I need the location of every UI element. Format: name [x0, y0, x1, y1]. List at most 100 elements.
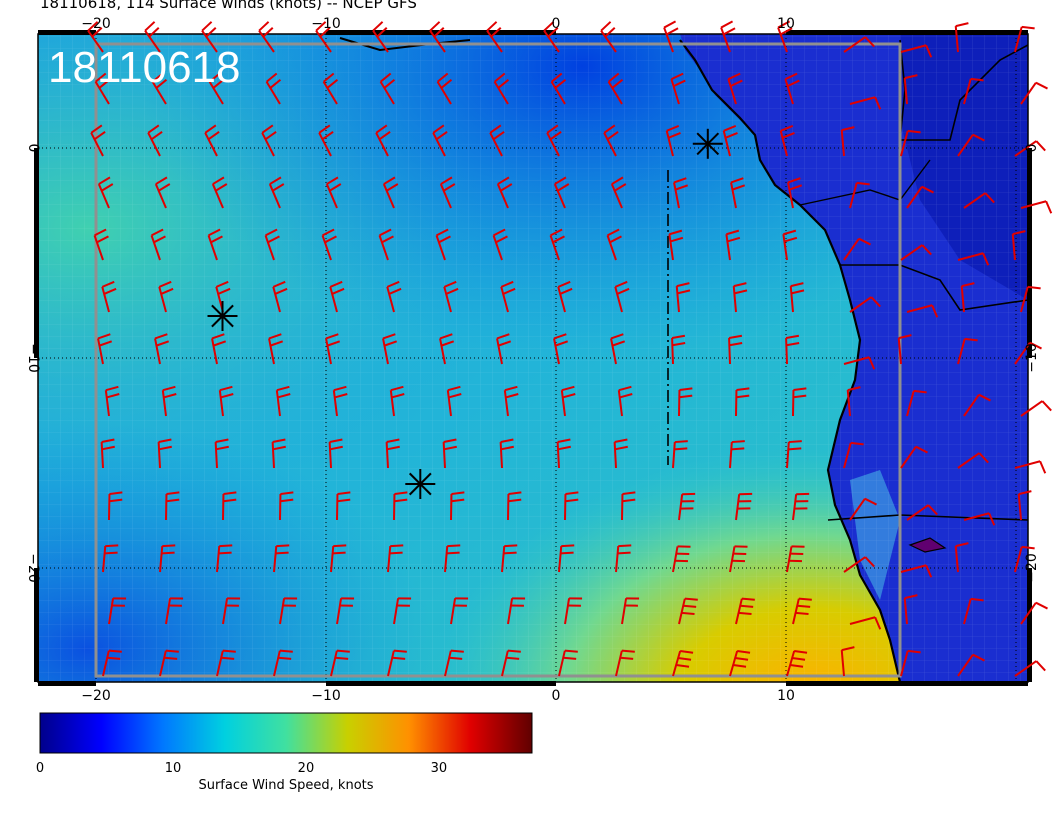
- wind-barb: [273, 544, 290, 573]
- wind-barb: [201, 21, 218, 53]
- wind-barb: [560, 385, 576, 417]
- wind-barb: [849, 96, 882, 110]
- wind-barb: [268, 333, 284, 365]
- wind-barb: [615, 544, 632, 573]
- wind-barb: [557, 280, 573, 313]
- wind-barb: [108, 491, 123, 521]
- wind-barb: [900, 445, 928, 469]
- wind-barb: [93, 228, 109, 261]
- wind-barb: [501, 649, 521, 677]
- wind-barb: [387, 649, 407, 677]
- wind-barb: [159, 649, 179, 677]
- wind-barb: [900, 564, 933, 578]
- wind-speed-field: [38, 34, 1028, 682]
- wind-barb: [378, 228, 394, 261]
- wind-barb: [963, 597, 984, 625]
- wind-barb: [900, 129, 921, 157]
- wind-barb: [668, 229, 684, 261]
- wind-barb: [450, 597, 469, 625]
- wind-barb: [546, 124, 562, 157]
- wind-barb: [444, 544, 461, 573]
- wind-barb: [503, 385, 519, 417]
- wind-barb: [556, 438, 571, 469]
- wind-barb: [501, 544, 518, 573]
- wind-barb: [954, 542, 969, 573]
- wind-barb: [216, 649, 236, 677]
- wind-barb: [789, 282, 805, 313]
- wind-barb: [957, 133, 985, 157]
- wind-barb: [336, 597, 355, 625]
- wind-barb: [954, 22, 969, 53]
- wind-barb: [493, 72, 510, 105]
- wind-barb: [1017, 490, 1032, 521]
- wind-barb: [211, 176, 228, 209]
- wind-barb: [903, 74, 918, 105]
- wind-barbs: [87, 20, 1053, 677]
- wind-barb: [435, 228, 451, 261]
- wind-barb: [268, 176, 285, 209]
- wind-barb: [1011, 230, 1026, 261]
- lon-tick-bottom: −10: [311, 688, 341, 700]
- wind-barb: [600, 21, 617, 53]
- wind-barb: [728, 334, 743, 365]
- lon-tick-top: 10: [777, 16, 795, 32]
- wind-barb: [606, 228, 622, 261]
- wind-barb: [322, 72, 339, 105]
- wind-barb: [154, 333, 170, 365]
- wind-barb: [393, 597, 412, 625]
- wind-barb: [671, 334, 686, 365]
- wind-barb: [678, 387, 693, 417]
- wind-barb: [732, 282, 748, 313]
- colorbar-tick: 10: [165, 761, 182, 776]
- wind-barb: [614, 280, 630, 313]
- wind-barb: [675, 282, 691, 313]
- wind-barb: [558, 544, 575, 573]
- wind-barb: [849, 296, 881, 313]
- wind-barb: [843, 237, 871, 261]
- wind-barb: [379, 72, 396, 105]
- wind-barb: [1020, 81, 1048, 105]
- wind-barb: [900, 44, 933, 58]
- wind-barb: [553, 333, 569, 365]
- wind-barb: [157, 438, 172, 469]
- wind-barb: [621, 491, 636, 521]
- colorbar-tick: 0: [36, 761, 44, 776]
- wind-barb: [265, 72, 282, 105]
- lon-tick-top: −20: [81, 16, 111, 32]
- wind-barb: [258, 21, 275, 53]
- wind-barb: [1014, 460, 1047, 474]
- wind-barb: [271, 438, 286, 469]
- wind-barb: [906, 504, 938, 521]
- lat-tick-right: −20: [1024, 553, 1040, 583]
- wind-barb: [782, 229, 798, 261]
- wind-barb: [147, 124, 163, 157]
- wind-barb: [100, 438, 115, 469]
- wind-barb: [325, 176, 342, 209]
- wind-barb: [784, 72, 800, 105]
- wind-barb: [906, 304, 939, 318]
- wind-barb: [735, 597, 755, 625]
- wind-barb: [87, 21, 104, 53]
- wind-barb: [446, 385, 462, 417]
- wind-barb: [507, 491, 522, 521]
- wind-barb: [957, 337, 978, 365]
- lon-tick-bottom: 0: [552, 688, 561, 700]
- wind-barb: [564, 597, 583, 625]
- wind-barb: [672, 440, 688, 469]
- wind-barb: [897, 334, 912, 365]
- wind-barb: [97, 176, 114, 209]
- wind-barb: [151, 72, 168, 105]
- wind-barb: [321, 228, 337, 261]
- lat-tick-right: 0: [1024, 144, 1040, 153]
- wind-barb: [792, 492, 810, 521]
- wind-barb: [621, 597, 640, 625]
- wind-barb: [840, 646, 855, 677]
- frame-border-ticks: [34, 30, 1032, 686]
- wind-barb: [725, 229, 741, 261]
- wind-barb: [678, 492, 696, 521]
- wind-barb: [372, 21, 389, 53]
- wind-barb: [158, 280, 174, 313]
- wind-barb: [963, 77, 984, 105]
- lon-tick-bottom: 10: [777, 688, 795, 700]
- wind-barb: [439, 176, 456, 209]
